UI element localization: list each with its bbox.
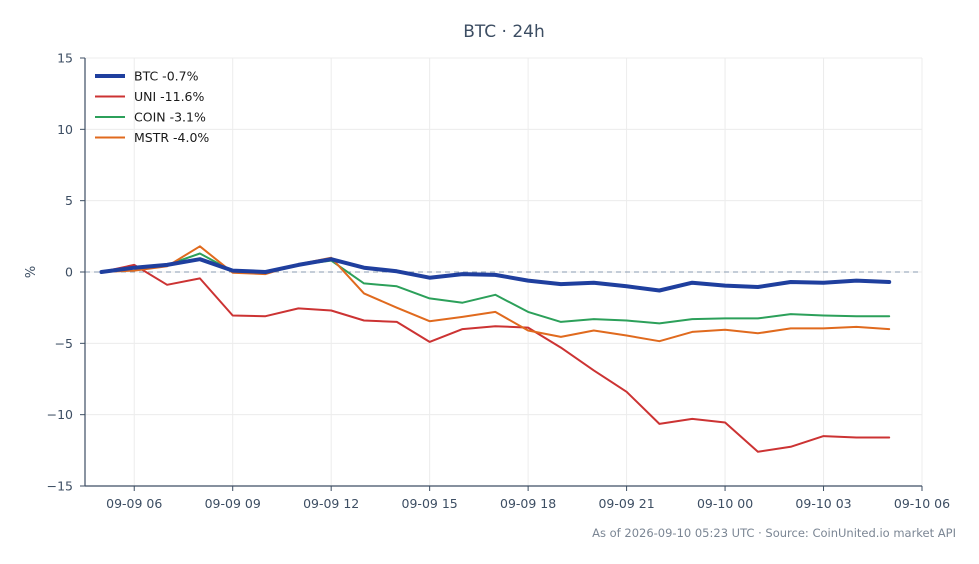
y-axis-ticks: −15 −10 −5 0 5 10 15 [47, 51, 85, 494]
legend-label-btc: BTC -0.7% [134, 69, 199, 84]
legend-label-mstr: MSTR -4.0% [134, 130, 209, 145]
x-tick-label: 09-09 06 [106, 496, 162, 511]
series-line-btc [99, 257, 892, 293]
y-tick-label: −10 [47, 407, 73, 422]
legend-label-uni: UNI -11.6% [134, 89, 205, 104]
y-axis-label: % [24, 266, 39, 278]
x-tick-label: 09-09 09 [205, 496, 261, 511]
x-tick-label: 09-10 06 [894, 496, 950, 511]
y-tick-label: 0 [65, 265, 73, 280]
y-tick-label: −15 [47, 479, 73, 494]
x-axis-ticks: 09-09 06 09-09 09 09-09 12 09-09 15 09-09 18… [106, 486, 950, 511]
x-tick-label: 09-09 15 [402, 496, 458, 511]
x-tick-label: 09-09 21 [598, 496, 654, 511]
x-tick-label: 09-09 12 [303, 496, 359, 511]
source-caption: As of 2026-09-10 05:23 UTC · Source: Coi… [592, 526, 956, 540]
y-tick-label: 10 [57, 122, 73, 137]
legend-label-coin: COIN -3.1% [134, 110, 206, 125]
y-tick-label: 15 [57, 51, 73, 66]
x-tick-label: 09-10 00 [697, 496, 753, 511]
series-line-uni [100, 263, 891, 453]
series-line-mstr [100, 245, 891, 343]
y-tick-label: −5 [55, 336, 73, 351]
chart-title: BTC · 24h [463, 22, 545, 42]
y-tick-label: 5 [65, 193, 73, 208]
series-lines [99, 245, 892, 453]
x-tick-label: 09-10 03 [795, 496, 851, 511]
legend: BTC -0.7% UNI -11.6% COIN -3.1% MSTR -4.0% [95, 69, 209, 145]
x-tick-label: 09-09 18 [500, 496, 556, 511]
